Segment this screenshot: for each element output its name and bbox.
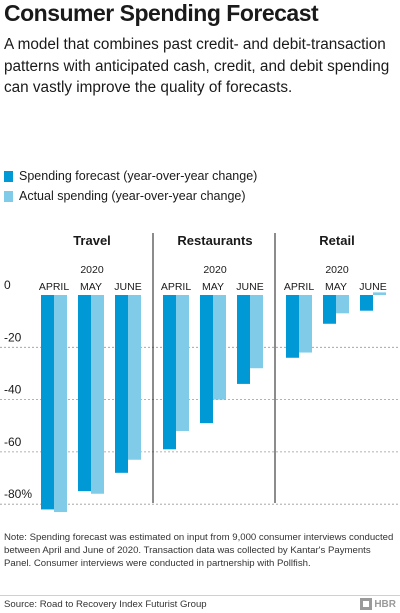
bar-actual (213, 295, 226, 400)
bar-actual (336, 295, 349, 314)
category-label: MAY (80, 281, 102, 293)
y-tick-label: 0 (4, 278, 11, 292)
bar-forecast (78, 295, 91, 492)
category-label: JUNE (359, 281, 386, 293)
bar-forecast (41, 295, 54, 510)
legend-label-forecast: Spending forecast (year-over-year change… (19, 169, 258, 183)
axis-labels: 0 -20 -40 -60 -80% APRIL MAY JUNE APRIL MAY JUNE AP… (4, 278, 387, 501)
hbr-logo: HBR (360, 598, 396, 610)
chart-subtitle: A model that combines past credit- and d… (4, 36, 390, 96)
bar-actual (54, 295, 67, 513)
bar-chart: Travel 2020 Restaurants 2020 Retail 2020 0 -20… (0, 233, 400, 513)
panel-headers: Travel 2020 Restaurants 2020 Retail 2020 (73, 233, 355, 276)
bar-forecast (163, 295, 176, 450)
bar-actual (250, 295, 263, 369)
bar-forecast (237, 295, 250, 384)
y-tick-label: -60 (4, 435, 22, 449)
year-label: 2020 (203, 264, 227, 276)
category-label: JUNE (236, 281, 263, 293)
footer-divider (0, 595, 400, 596)
category-label: APRIL (284, 281, 315, 293)
bars (41, 292, 386, 513)
bar-actual (91, 295, 104, 494)
hbr-logo-icon (360, 598, 373, 610)
bar-forecast (286, 295, 299, 358)
panel-title: Restaurants (177, 233, 252, 248)
bar-actual (176, 295, 189, 431)
legend-swatch-forecast (4, 170, 13, 182)
panel-title: Travel (73, 233, 111, 248)
year-label: 2020 (80, 264, 104, 276)
category-label: MAY (325, 281, 347, 293)
bar-actual (373, 292, 386, 295)
bar-forecast (200, 295, 213, 424)
y-tick-label: -80% (4, 487, 32, 501)
footnote: Note: Spending forecast was estimated on… (4, 532, 394, 569)
y-tick-label: -20 (4, 330, 22, 344)
bar-actual (299, 295, 312, 353)
y-tick-label: -40 (4, 383, 22, 397)
hbr-logo-text: HBR (374, 598, 396, 610)
year-label: 2020 (325, 264, 349, 276)
legend-label-actual: Actual spending (year-over-year change) (19, 189, 246, 203)
bar-forecast (360, 295, 373, 311)
source-text: Source: Road to Recovery Index Futurist … (4, 599, 207, 610)
legend-item-actual: Actual spending (year-over-year change) (4, 187, 246, 205)
legend-swatch-actual (4, 190, 13, 202)
bar-actual (128, 295, 141, 460)
bar-forecast (323, 295, 336, 324)
category-label: JUNE (114, 281, 141, 293)
category-label: APRIL (39, 281, 70, 293)
category-label: MAY (202, 281, 224, 293)
category-label: APRIL (161, 281, 192, 293)
legend-item-forecast: Spending forecast (year-over-year change… (4, 167, 257, 185)
panel-title: Retail (319, 233, 354, 248)
chart-title: Consumer Spending Forecast (4, 0, 319, 26)
bar-forecast (115, 295, 128, 473)
